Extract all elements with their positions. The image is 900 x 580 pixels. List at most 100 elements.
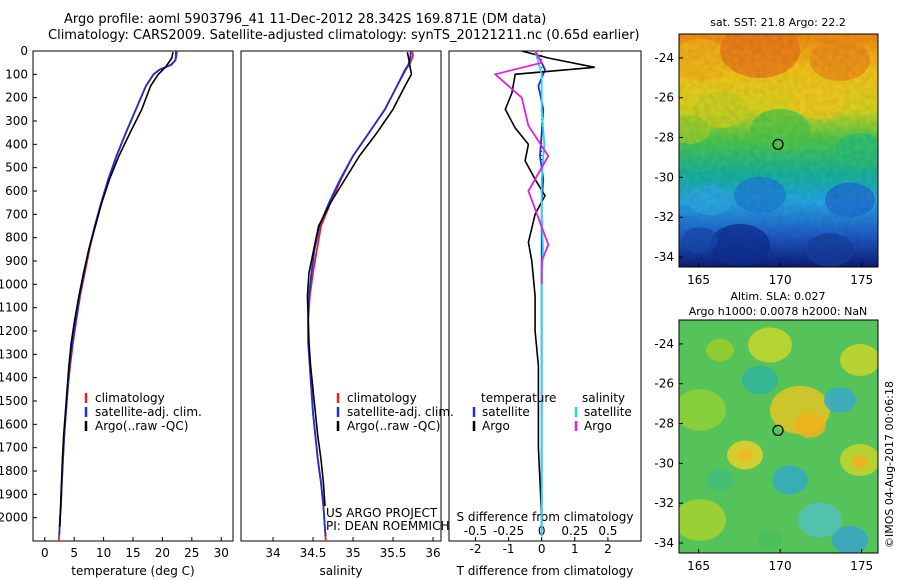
- sla-blob: [742, 365, 778, 395]
- x-tick-label: -2: [469, 542, 481, 556]
- y-tick-label: 800: [5, 231, 28, 245]
- s-tick-label: 0.5: [598, 524, 617, 538]
- sla-blob: [737, 448, 753, 462]
- sst-y-tick-label: -26: [654, 91, 674, 105]
- sla-blob: [706, 338, 734, 362]
- sla-blob: [706, 468, 734, 492]
- legend-label-diff: Argo: [482, 419, 510, 433]
- sla-blob: [840, 344, 878, 376]
- x-tick-label: 0: [41, 546, 49, 560]
- sla-x-tick-label: 170: [769, 559, 792, 573]
- series-line-salinity-2: [306, 52, 413, 507]
- y-tick-label: 1300: [0, 347, 28, 361]
- x-tick-label: 25: [184, 546, 199, 560]
- sla-y-tick-label: -26: [654, 377, 674, 391]
- legend-header-temperature: temperature: [481, 391, 556, 405]
- series-line-temperature-0: [58, 50, 178, 542]
- y-tick-label: 0: [20, 44, 28, 58]
- s-tick-label: -0.5: [464, 524, 487, 538]
- sla-y-tick-label: -32: [654, 496, 674, 510]
- sla-blob: [832, 525, 868, 553]
- sla-float-marker: [772, 424, 784, 436]
- sla-blob: [798, 502, 842, 538]
- sst-float-marker: [772, 138, 784, 150]
- x-tick-label: 35: [345, 546, 360, 560]
- sla-x-tick-label: 175: [850, 559, 873, 573]
- series-line-salinity-1: [307, 51, 412, 537]
- sst-y-tick-label: -32: [654, 210, 674, 224]
- sla-blob: [794, 412, 826, 438]
- y-tick-label: 400: [5, 137, 28, 151]
- y-tick-label: 1000: [0, 277, 28, 291]
- series-line-difference-3: [493, 50, 550, 285]
- x-tick-label: 0: [538, 542, 546, 556]
- y-tick-label: 1100: [0, 301, 28, 315]
- sst-y-tick-label: -30: [654, 170, 674, 184]
- x-tick-label: 36: [425, 546, 440, 560]
- x-tick-label: 34.5: [300, 546, 327, 560]
- y-tick-label: 100: [5, 67, 28, 81]
- series-line-temperature-2: [59, 52, 174, 528]
- sst-map-frame: [678, 33, 879, 268]
- sst-x-tick-label: 170: [769, 273, 792, 287]
- t-axis-label: T difference from climatology: [456, 564, 634, 578]
- legend-label-temperature: climatology: [95, 391, 165, 405]
- x-axis-label: temperature (deg C): [71, 564, 194, 578]
- sla-y-tick-label: -30: [654, 456, 674, 470]
- legend-header-salinity: salinity: [582, 391, 625, 405]
- x-tick-label: 34: [265, 546, 280, 560]
- sst-y-tick-label: -34: [654, 250, 674, 264]
- y-tick-label: 1200: [0, 324, 28, 338]
- series-line-salinity-0: [307, 50, 414, 542]
- legend-label-diff: Argo: [584, 419, 612, 433]
- sla-blob: [758, 530, 782, 550]
- y-tick-label: 1700: [0, 441, 28, 455]
- sla-blob: [679, 499, 726, 541]
- sla-blob: [679, 389, 726, 431]
- y-tick-label: 1500: [0, 394, 28, 408]
- x-tick-label: 30: [214, 546, 229, 560]
- y-tick-label: 1600: [0, 417, 28, 431]
- legend-label-diff: satellite: [584, 405, 632, 419]
- sst-x-tick-label: 175: [850, 273, 873, 287]
- series-line-difference-2: [534, 50, 546, 537]
- x-tick-label: 2: [604, 542, 612, 556]
- y-tick-label: 900: [5, 254, 28, 268]
- s-tick-label: 0.25: [561, 524, 588, 538]
- y-tick-label: 500: [5, 161, 28, 175]
- sla-blob: [824, 387, 856, 413]
- sla-blob: [772, 465, 808, 495]
- sla-map-frame: [678, 319, 879, 554]
- sst-y-tick-label: -24: [654, 51, 674, 65]
- legend-label-salinity: satellite-adj. clim.: [347, 405, 454, 419]
- legend-label-temperature: Argo(..raw -QC): [95, 419, 188, 433]
- legend-label-salinity: climatology: [347, 391, 417, 405]
- x-tick-label: 5: [70, 546, 78, 560]
- panel-frame-salinity: [240, 50, 442, 542]
- x-tick-label: 10: [96, 546, 111, 560]
- x-tick-label: -1: [503, 542, 515, 556]
- legend-label-diff: satellite: [482, 405, 530, 419]
- sla-blob: [852, 455, 868, 469]
- x-tick-label: 35.5: [380, 546, 407, 560]
- y-tick-label: 1400: [0, 371, 28, 385]
- s-axis-label: S difference from climatology: [457, 510, 634, 524]
- sla-y-tick-label: -24: [654, 337, 674, 351]
- sla-x-tick-label: 165: [687, 559, 710, 573]
- y-tick-label: 1800: [0, 464, 28, 478]
- legend-label-salinity: Argo(..raw -QC): [347, 419, 440, 433]
- x-tick-label: 20: [155, 546, 170, 560]
- sla-map-title-1: Altim. SLA: 0.027: [730, 290, 825, 303]
- s-tick-label: -0.25: [493, 524, 524, 538]
- x-tick-label: 15: [125, 546, 140, 560]
- x-axis-label: salinity: [319, 564, 362, 578]
- series-line-difference-1: [504, 50, 595, 518]
- sla-map-title-2: Argo h1000: 0.0078 h2000: NaN: [689, 305, 868, 318]
- y-tick-label: 300: [5, 114, 28, 128]
- sst-y-tick-label: -28: [654, 131, 674, 145]
- sst-map-image: [679, 34, 878, 267]
- sla-y-tick-label: -34: [654, 536, 674, 550]
- y-tick-label: 600: [5, 184, 28, 198]
- sst-texture: [679, 34, 878, 267]
